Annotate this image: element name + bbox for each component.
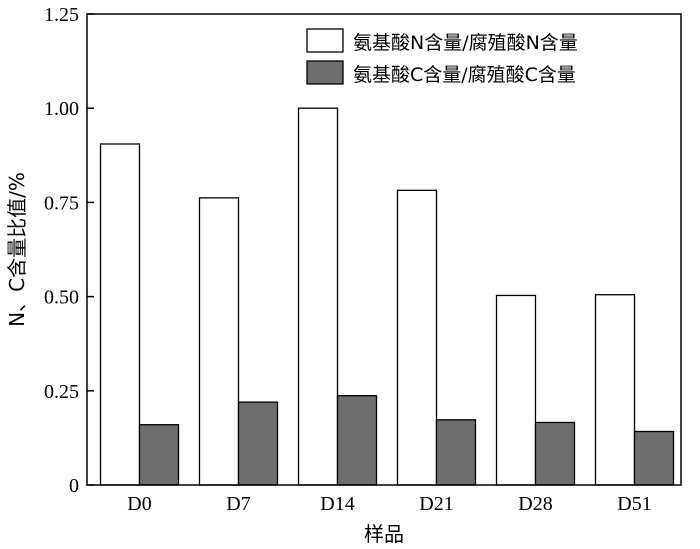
legend-swatch bbox=[306, 28, 344, 53]
bar-series-c bbox=[138, 424, 180, 486]
bar-series-c bbox=[435, 419, 477, 486]
x-tick-label: D51 bbox=[617, 493, 651, 515]
x-tick-label: D21 bbox=[419, 493, 453, 515]
y-tick-label: 0.25 bbox=[44, 381, 79, 403]
bar-series-c bbox=[336, 395, 378, 486]
bar-series-n bbox=[99, 143, 141, 486]
bar-series-n bbox=[594, 294, 636, 486]
bar-series-c bbox=[633, 430, 675, 486]
x-axis-title: 样品 bbox=[364, 522, 404, 546]
x-tick-label: D0 bbox=[127, 493, 151, 515]
plot-frame bbox=[86, 13, 682, 486]
y-tick-label: 0.50 bbox=[44, 287, 79, 309]
y-tick-label: 0.75 bbox=[44, 192, 79, 214]
bar-series-c bbox=[534, 421, 576, 486]
bars bbox=[99, 107, 675, 486]
y-axis-title: N、C含量比值/% bbox=[5, 172, 29, 327]
bar-series-c bbox=[237, 401, 279, 486]
y-tick-label: 0 bbox=[69, 475, 79, 497]
bar-series-n bbox=[198, 197, 240, 486]
x-tick-label: D28 bbox=[518, 493, 552, 515]
bar-series-n bbox=[396, 189, 438, 486]
y-tick-label: 1.00 bbox=[44, 98, 79, 120]
bar-series-n bbox=[297, 107, 339, 486]
x-tick-label: D14 bbox=[320, 493, 354, 515]
y-tick-label: 1.25 bbox=[44, 4, 79, 26]
bar-series-n bbox=[495, 294, 537, 486]
legend-swatch bbox=[306, 60, 344, 85]
x-tick-label: D7 bbox=[226, 493, 250, 515]
legend-label: 氨基酸C含量/腐殖酸C含量 bbox=[353, 64, 576, 86]
legend-label: 氨基酸N含量/腐殖酸N含量 bbox=[353, 32, 578, 54]
